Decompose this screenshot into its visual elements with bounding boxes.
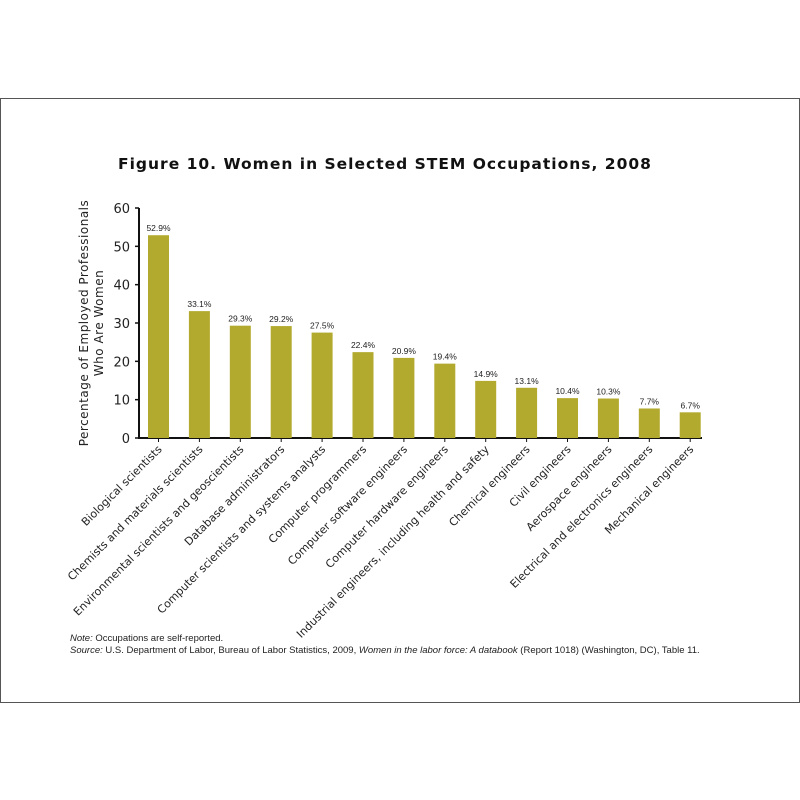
bar bbox=[188, 311, 210, 438]
data-label: 33.1% bbox=[187, 299, 212, 309]
bar bbox=[638, 408, 660, 438]
y-axis-label: Percentage of Employed ProfessionalsWho … bbox=[77, 200, 106, 447]
source-line: Source: U.S. Department of Labor, Bureau… bbox=[70, 645, 700, 656]
data-label: 13.1% bbox=[515, 376, 540, 386]
y-tick-label: 10 bbox=[113, 394, 130, 409]
data-label: 19.4% bbox=[433, 352, 458, 362]
data-label: 52.9% bbox=[146, 223, 171, 233]
y-tick-label: 60 bbox=[113, 202, 130, 217]
bar bbox=[597, 398, 619, 438]
data-label: 6.7% bbox=[681, 400, 701, 410]
y-tick-label: 0 bbox=[122, 432, 130, 447]
bar bbox=[679, 412, 701, 438]
data-label: 10.4% bbox=[555, 386, 580, 396]
bar bbox=[393, 357, 415, 438]
bar bbox=[352, 352, 374, 438]
y-tick-label: 20 bbox=[113, 355, 130, 370]
y-tick-label: 30 bbox=[113, 317, 130, 332]
bar bbox=[270, 326, 292, 438]
data-label: 27.5% bbox=[310, 321, 335, 331]
bar bbox=[148, 235, 169, 438]
y-tick-label: 40 bbox=[113, 279, 130, 294]
category-label: Industrial engineers, including health a… bbox=[294, 443, 492, 641]
category-label: Biological scientists bbox=[79, 443, 165, 529]
y-tick-label: 50 bbox=[113, 240, 130, 255]
bar bbox=[434, 363, 456, 438]
data-label: 10.3% bbox=[596, 387, 621, 397]
note-line: Note: Occupations are self-reported. bbox=[70, 633, 224, 644]
category-label: Chemical engineers bbox=[446, 443, 533, 530]
bar bbox=[311, 332, 333, 438]
category-label: Electrical and electronics engineers bbox=[508, 443, 656, 591]
data-label: 22.4% bbox=[351, 340, 376, 350]
data-label: 7.7% bbox=[640, 396, 660, 406]
data-label: 29.2% bbox=[269, 314, 294, 324]
y-axis-label-line: Who Are Women bbox=[92, 270, 106, 376]
bar bbox=[229, 325, 251, 438]
bar bbox=[475, 380, 497, 438]
data-label: 29.3% bbox=[228, 314, 253, 324]
data-label: 14.9% bbox=[474, 369, 499, 379]
bar bbox=[516, 387, 538, 438]
y-axis-label-line: Percentage of Employed Professionals bbox=[77, 200, 91, 447]
category-label: Environmental scientists and geoscientis… bbox=[71, 443, 247, 619]
bar bbox=[557, 398, 578, 438]
chart-title: Figure 10. Women in Selected STEM Occupa… bbox=[118, 155, 652, 173]
data-label: 20.9% bbox=[392, 346, 417, 356]
footnotes: Note: Occupations are self-reported. Sou… bbox=[70, 633, 700, 657]
